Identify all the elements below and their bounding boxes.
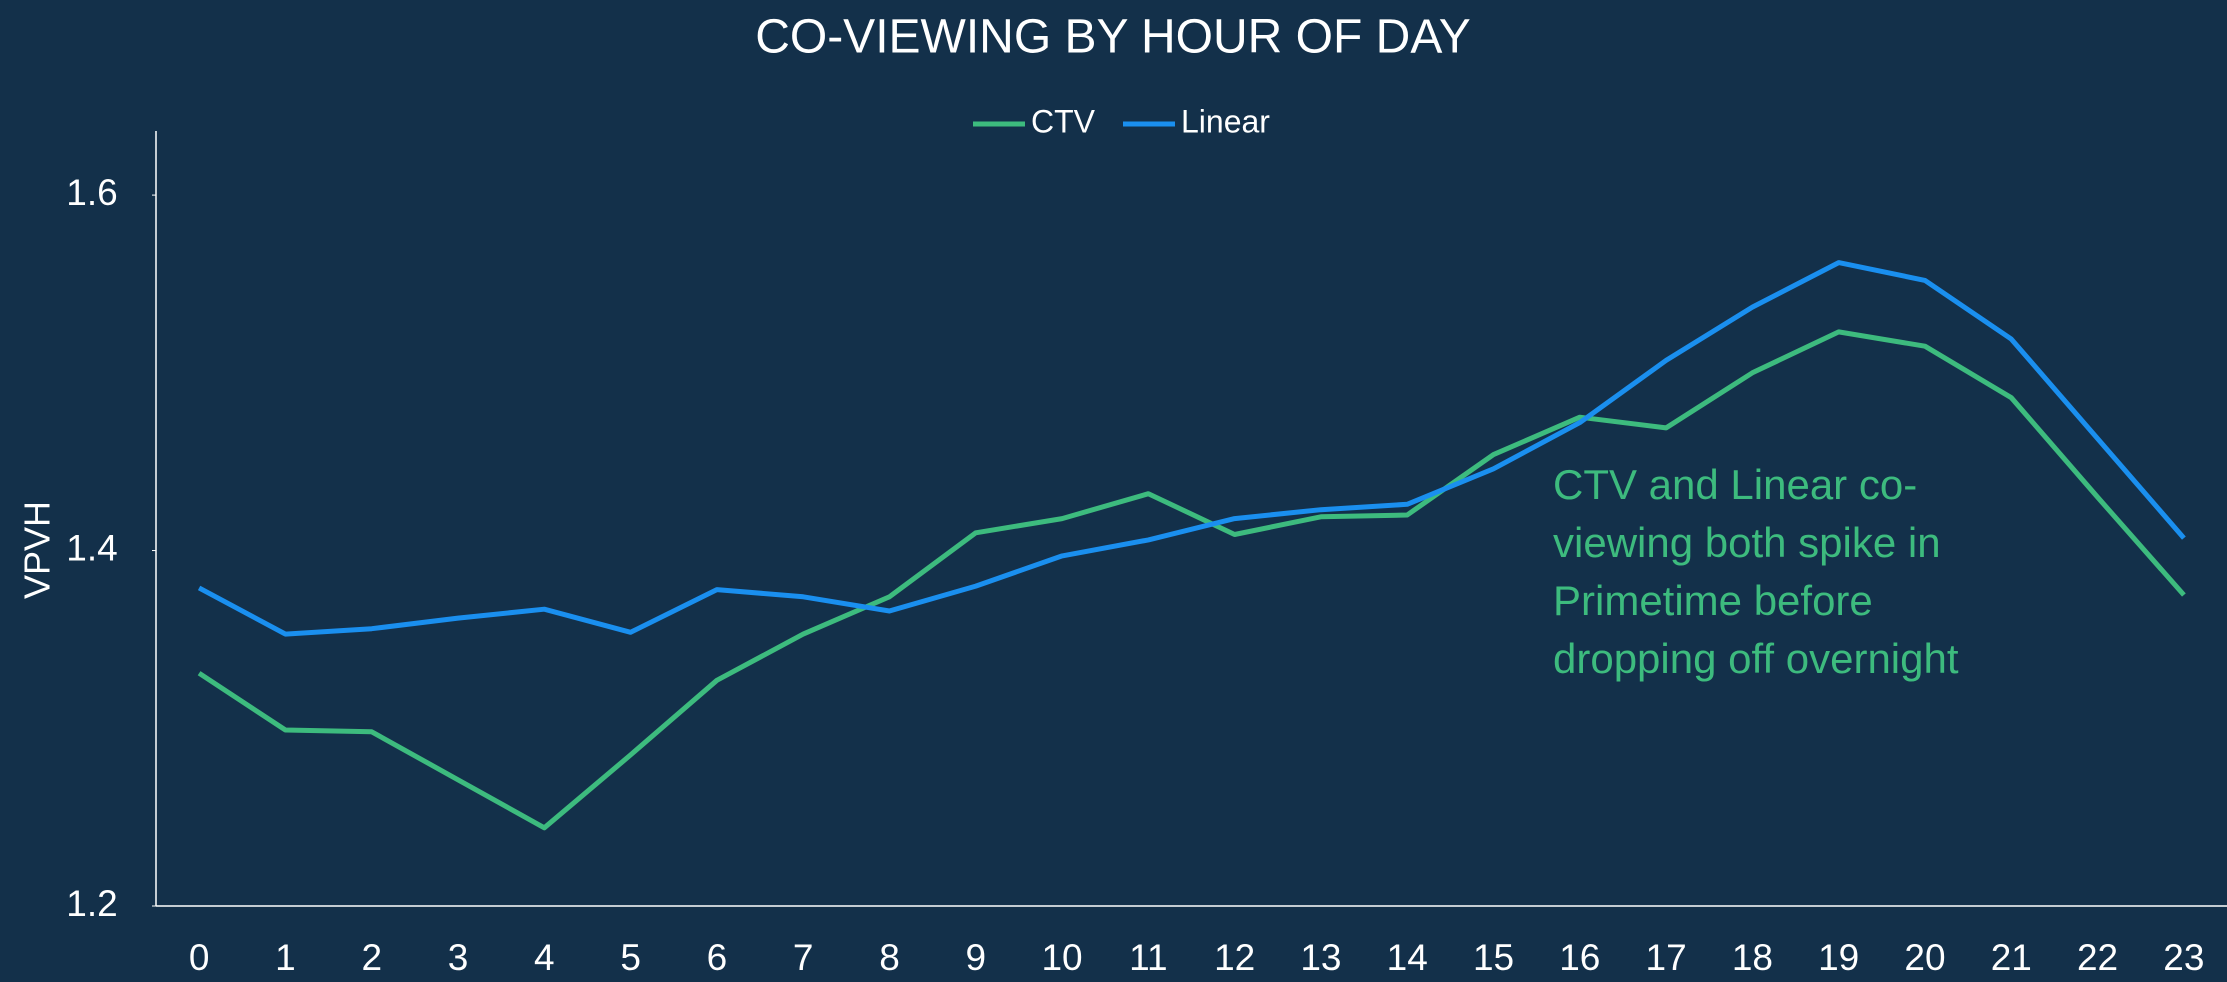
x-tick-label: 18	[1732, 937, 1773, 978]
series-line	[197, 329, 2186, 831]
chart-title: CO-VIEWING BY HOUR OF DAY	[755, 11, 1471, 64]
annotation: CTV and Linear co-	[1553, 461, 1917, 508]
x-tick-label: 14	[1387, 937, 1428, 978]
x-tick-label: 4	[534, 937, 555, 978]
x-tick-label: 1	[275, 937, 296, 978]
x-tick-label: 2	[361, 937, 382, 978]
x-tick-label: 12	[1214, 937, 1255, 978]
x-tick-label: 19	[1818, 937, 1859, 978]
x-tick-label: 23	[2163, 937, 2204, 978]
x-tick-label: 5	[620, 937, 641, 978]
x-tick-label: 16	[1559, 937, 1600, 978]
legend-label: Linear	[1181, 103, 1270, 139]
x-tick-label: 6	[707, 937, 728, 978]
x-tick-label: 13	[1300, 937, 1341, 978]
series-line	[197, 260, 2186, 637]
annotation: viewing both spike in	[1553, 519, 1941, 566]
annotation: dropping off overnight	[1553, 635, 1959, 682]
x-tick-label: 22	[2077, 937, 2118, 978]
x-tick-label: 11	[1129, 937, 1167, 978]
x-tick-label: 21	[1991, 937, 2032, 978]
y-axis-label: VPVH	[17, 501, 58, 599]
x-tick-label: 8	[879, 937, 900, 978]
y-tick-label: 1.2	[66, 883, 117, 924]
annotation: Primetime before	[1553, 577, 1873, 624]
x-tick-label: 10	[1041, 937, 1082, 978]
x-tick-label: 20	[1904, 937, 1945, 978]
x-tick-label: 17	[1646, 937, 1687, 978]
legend-label: CTV	[1031, 103, 1096, 139]
x-tick-label: 15	[1473, 937, 1514, 978]
x-tick-label: 3	[448, 937, 469, 978]
y-tick-label: 1.4	[66, 527, 117, 568]
y-tick-label: 1.6	[66, 172, 117, 213]
x-tick-label: 7	[793, 937, 814, 978]
x-tick-label: 9	[965, 937, 986, 978]
x-tick-label: 0	[189, 937, 210, 978]
